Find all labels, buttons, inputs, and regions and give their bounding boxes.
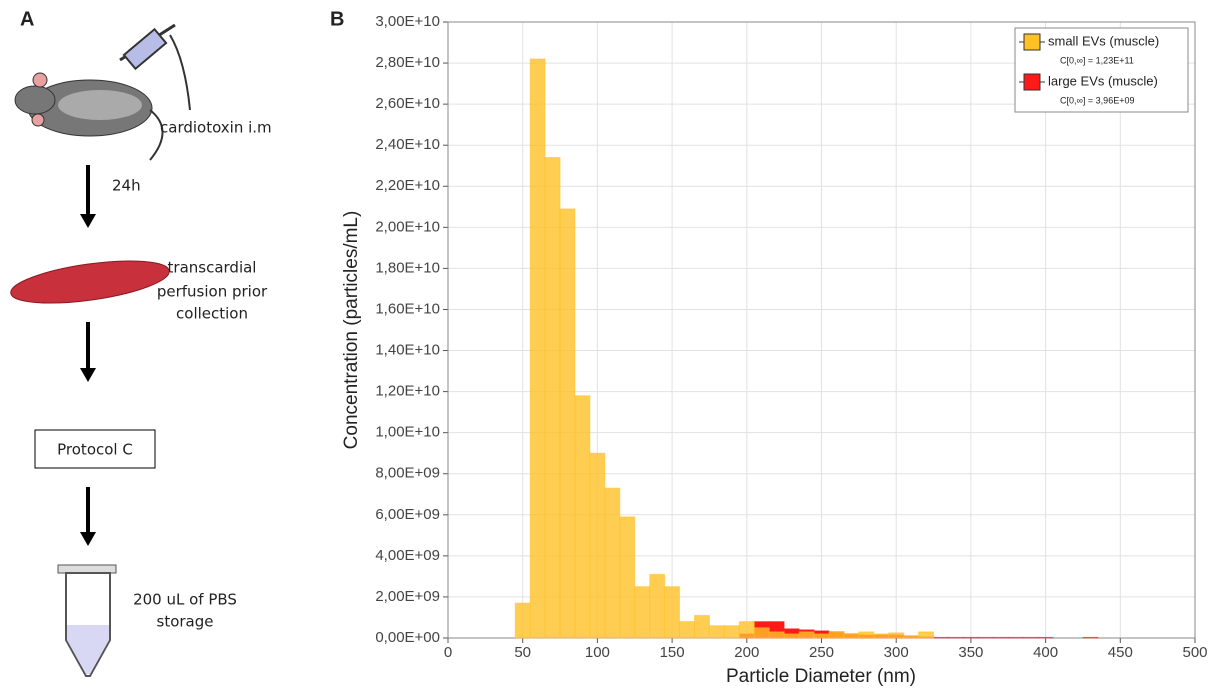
histogram-bar — [529, 58, 546, 639]
x-tick-label: 200 — [734, 644, 759, 661]
arrow-head — [80, 368, 96, 382]
histogram-bar — [708, 625, 725, 639]
histogram-bar — [619, 516, 636, 639]
histogram-bar — [589, 452, 606, 639]
legend-label: large EVs (muscle) — [1048, 73, 1158, 88]
histogram-bar — [783, 633, 800, 639]
histogram-bar — [679, 621, 696, 639]
x-tick-label: 0 — [444, 644, 452, 661]
y-axis-label: Concentration (particles/mL) — [341, 211, 362, 450]
histogram-bar — [947, 636, 964, 639]
y-tick-label: 0,00E+00 — [375, 629, 440, 646]
histogram-bar — [604, 487, 621, 639]
mouse-icon — [14, 23, 191, 161]
y-tick-label: 1,20E+10 — [375, 383, 440, 400]
step-text: 24h — [112, 177, 141, 195]
x-tick-label: 150 — [660, 644, 685, 661]
step-text: Protocol C — [57, 441, 133, 459]
histogram-bar — [574, 395, 591, 639]
histogram-bar — [1022, 636, 1039, 639]
histogram-bar — [977, 636, 994, 639]
y-tick-label: 2,20E+10 — [375, 177, 440, 194]
protocol-box — [34, 429, 156, 469]
histogram-bar — [798, 631, 815, 639]
histogram-bar — [514, 602, 531, 639]
histogram-bar — [843, 633, 860, 639]
step-text: cardiotoxin i.m — [160, 119, 272, 137]
y-tick-label: 1,40E+10 — [375, 342, 440, 359]
step-text: 200 uL of PBS — [133, 591, 237, 609]
y-tick-label: 2,00E+10 — [375, 218, 440, 235]
x-tick-label: 400 — [1033, 644, 1058, 661]
legend-note: C[0,∞] = 1,23E+11 — [1060, 55, 1134, 65]
arrow-head — [80, 214, 96, 228]
histogram-bar — [634, 586, 651, 639]
y-tick-label: 1,00E+10 — [375, 424, 440, 441]
y-tick-label: 2,80E+10 — [375, 54, 440, 71]
legend-note: C[0,∞] = 3,96E+09 — [1060, 95, 1134, 105]
panel-label: B — [330, 8, 344, 30]
histogram-bar — [992, 636, 1009, 639]
legend-marker — [1023, 73, 1041, 91]
histogram-bar — [873, 633, 890, 639]
x-tick-label: 100 — [585, 644, 610, 661]
y-tick-label: 4,00E+09 — [375, 547, 440, 564]
histogram-bar — [723, 625, 740, 639]
histogram-bar — [738, 621, 755, 639]
step-text: transcardial — [168, 259, 257, 277]
histogram-bar — [933, 636, 949, 639]
legend-label: small EVs (muscle) — [1048, 33, 1159, 48]
tube-icon — [57, 564, 117, 677]
step-text: storage — [157, 613, 214, 631]
histogram-bar — [888, 632, 905, 639]
legend-marker — [1023, 33, 1041, 51]
histogram-bar — [559, 208, 576, 639]
histogram-bar — [694, 614, 710, 639]
x-tick-label: 250 — [809, 644, 834, 661]
y-tick-label: 1,80E+10 — [375, 259, 440, 276]
y-tick-label: 3,00E+10 — [375, 13, 440, 30]
histogram-bar — [544, 157, 561, 639]
x-tick-label: 500 — [1182, 644, 1207, 661]
histogram-bar — [753, 627, 770, 639]
histogram-bar — [649, 573, 666, 639]
histogram-bar — [858, 631, 875, 639]
arrow-head — [80, 532, 96, 546]
x-axis-label: Particle Diameter (nm) — [726, 666, 916, 687]
histogram-bar — [664, 586, 681, 639]
histogram-bar — [813, 633, 830, 639]
histogram-bar — [903, 635, 920, 639]
step-text: collection — [176, 305, 248, 323]
histogram-bar — [918, 631, 935, 639]
histogram-bar — [768, 631, 785, 639]
histogram-bar — [1037, 636, 1054, 639]
y-tick-label: 2,00E+09 — [375, 588, 440, 605]
histogram-bar — [1082, 636, 1099, 639]
step-text: perfusion prior — [157, 283, 268, 301]
muscle-icon — [10, 260, 170, 304]
x-tick-label: 350 — [958, 644, 983, 661]
y-tick-label: 8,00E+09 — [375, 465, 440, 482]
x-tick-label: 50 — [514, 644, 531, 661]
histogram-bar — [828, 631, 845, 639]
panel-label: A — [20, 8, 34, 30]
y-tick-label: 2,60E+10 — [375, 95, 440, 112]
x-tick-label: 300 — [884, 644, 909, 661]
x-tick-label: 450 — [1108, 644, 1133, 661]
histogram-bar — [1007, 636, 1024, 639]
y-tick-label: 1,60E+10 — [375, 300, 440, 317]
y-tick-label: 2,40E+10 — [375, 136, 440, 153]
histogram-bar — [962, 636, 979, 639]
y-tick-label: 6,00E+09 — [375, 506, 440, 523]
